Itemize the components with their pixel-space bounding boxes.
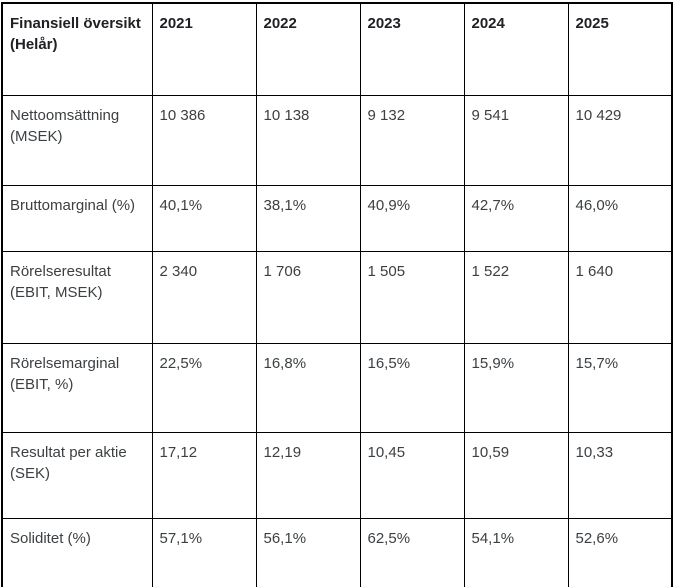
table-row-soliditet: Soliditet (%) 57,1% 56,1% 62,5% 54,1% 52… bbox=[1, 517, 673, 587]
cell-value: 10,59 bbox=[463, 431, 569, 519]
cell-value: 22,5% bbox=[151, 342, 257, 433]
table-title-cell: Finansiell översikt (Helår) bbox=[1, 2, 153, 96]
cell-value: 57,1% bbox=[151, 517, 257, 587]
cell-value: 38,1% bbox=[255, 184, 361, 252]
cell-value: 15,7% bbox=[567, 342, 673, 433]
table-row-rorelsemarginal: Rörelsemarginal (EBIT, %) 22,5% 16,8% 16… bbox=[1, 342, 673, 433]
cell-value: 16,5% bbox=[359, 342, 465, 433]
cell-value: 46,0% bbox=[567, 184, 673, 252]
cell-value: 9 132 bbox=[359, 94, 465, 186]
cell-value: 12,19 bbox=[255, 431, 361, 519]
row-label: Rörelseresultat (EBIT, MSEK) bbox=[1, 250, 153, 344]
table-row-bruttomarginal: Bruttomarginal (%) 40,1% 38,1% 40,9% 42,… bbox=[1, 184, 673, 252]
cell-value: 1 522 bbox=[463, 250, 569, 344]
table-row-resultat-per-aktie: Resultat per aktie (SEK) 17,12 12,19 10,… bbox=[1, 431, 673, 519]
cell-value: 10 138 bbox=[255, 94, 361, 186]
cell-value: 2 340 bbox=[151, 250, 257, 344]
cell-value: 1 640 bbox=[567, 250, 673, 344]
table-row-nettoomsattning: Nettoomsättning (MSEK) 10 386 10 138 9 1… bbox=[1, 94, 673, 186]
cell-value: 17,12 bbox=[151, 431, 257, 519]
row-label: Resultat per aktie (SEK) bbox=[1, 431, 153, 519]
year-header-2023: 2023 bbox=[359, 2, 465, 96]
cell-value: 56,1% bbox=[255, 517, 361, 587]
row-label: Nettoomsättning (MSEK) bbox=[1, 94, 153, 186]
cell-value: 1 706 bbox=[255, 250, 361, 344]
row-label: Bruttomarginal (%) bbox=[1, 184, 153, 252]
cell-value: 54,1% bbox=[463, 517, 569, 587]
table-row-rorelseresultat: Rörelseresultat (EBIT, MSEK) 2 340 1 706… bbox=[1, 250, 673, 344]
cell-value: 52,6% bbox=[567, 517, 673, 587]
table-header-row: Finansiell översikt (Helår) 2021 2022 20… bbox=[1, 2, 673, 96]
cell-value: 10 386 bbox=[151, 94, 257, 186]
cell-value: 9 541 bbox=[463, 94, 569, 186]
cell-value: 1 505 bbox=[359, 250, 465, 344]
cell-value: 10,33 bbox=[567, 431, 673, 519]
cell-value: 40,1% bbox=[151, 184, 257, 252]
cell-value: 15,9% bbox=[463, 342, 569, 433]
year-header-2025: 2025 bbox=[567, 2, 673, 96]
year-header-2021: 2021 bbox=[151, 2, 257, 96]
cell-value: 10,45 bbox=[359, 431, 465, 519]
row-label: Soliditet (%) bbox=[1, 517, 153, 587]
cell-value: 42,7% bbox=[463, 184, 569, 252]
cell-value: 16,8% bbox=[255, 342, 361, 433]
row-label: Rörelsemarginal (EBIT, %) bbox=[1, 342, 153, 433]
year-header-2024: 2024 bbox=[463, 2, 569, 96]
year-header-2022: 2022 bbox=[255, 2, 361, 96]
cell-value: 40,9% bbox=[359, 184, 465, 252]
cell-value: 62,5% bbox=[359, 517, 465, 587]
cell-value: 10 429 bbox=[567, 94, 673, 186]
